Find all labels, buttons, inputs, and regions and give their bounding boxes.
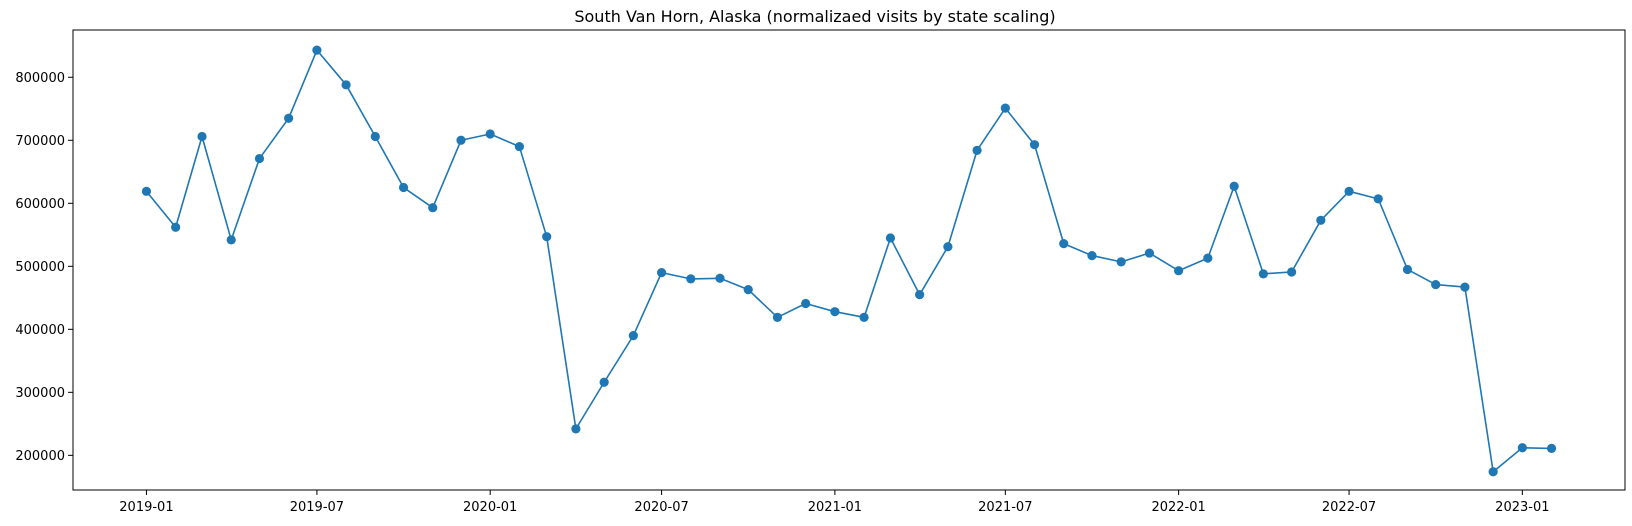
data-point <box>284 113 294 123</box>
y-tick-label: 800000 <box>15 71 65 86</box>
data-point <box>686 274 696 284</box>
y-tick-label: 500000 <box>15 260 65 275</box>
data-point <box>1258 269 1268 279</box>
data-point <box>1029 140 1040 150</box>
y-tick-label: 300000 <box>15 386 65 401</box>
x-tick-label: 2020-01 <box>463 500 517 515</box>
plot-frame <box>72 29 1626 491</box>
series-layer <box>141 45 1557 477</box>
data-point <box>341 80 351 90</box>
data-point <box>226 235 236 245</box>
data-point <box>1203 253 1213 263</box>
data-point <box>1431 279 1441 290</box>
data-point <box>571 424 581 434</box>
y-tick-label: 400000 <box>15 323 65 338</box>
x-tick-label: 2021-01 <box>808 500 862 515</box>
data-point <box>1460 282 1470 292</box>
series-line <box>145 49 1552 473</box>
x-tick-label: 2023-01 <box>1495 500 1549 515</box>
data-point <box>254 153 265 164</box>
y-tick-label: 700000 <box>15 134 65 149</box>
data-point <box>1517 443 1527 453</box>
data-point <box>859 312 869 322</box>
data-point <box>1488 467 1498 477</box>
chart-title: South Van Horn, Alaska (normalizaed visi… <box>574 7 1055 26</box>
x-tick-label: 2022-07 <box>1322 500 1376 515</box>
data-point <box>656 268 667 278</box>
y-tick-label: 600000 <box>15 197 65 212</box>
data-point <box>1174 266 1184 276</box>
data-point <box>370 131 380 142</box>
data-point <box>830 307 840 317</box>
data-point <box>1546 443 1557 454</box>
data-point <box>312 45 322 55</box>
data-point <box>197 131 207 142</box>
data-point <box>398 182 409 193</box>
x-tick-label: 2022-01 <box>1151 500 1205 515</box>
data-point <box>542 232 552 242</box>
data-point <box>1402 264 1413 275</box>
data-point <box>801 298 811 309</box>
data-point <box>1373 194 1383 204</box>
y-tick-label: 200000 <box>15 449 65 464</box>
data-point <box>628 331 638 341</box>
data-point <box>1116 257 1126 267</box>
data-point <box>1316 215 1326 225</box>
data-point <box>715 273 725 283</box>
x-tick-label: 2019-01 <box>119 500 173 515</box>
data-point <box>885 233 896 243</box>
data-point <box>972 145 982 155</box>
data-point <box>772 312 783 322</box>
data-point <box>1087 250 1097 261</box>
data-point <box>915 290 925 300</box>
data-point <box>141 186 152 196</box>
data-point <box>428 203 438 213</box>
data-point <box>943 242 953 252</box>
data-point <box>514 141 524 152</box>
data-point <box>1000 103 1010 113</box>
data-point <box>1344 186 1354 196</box>
data-point <box>456 135 466 145</box>
data-point <box>171 222 181 232</box>
data-point <box>1144 248 1155 258</box>
data-point <box>599 377 609 387</box>
x-tick-label: 2019-07 <box>290 500 344 515</box>
x-tick-label: 2021-07 <box>978 500 1032 515</box>
data-point <box>1059 239 1069 249</box>
data-point <box>1287 267 1297 277</box>
data-point <box>743 285 753 295</box>
axes: 200000 300000 400000 500000 600000 700000 8000… <box>15 71 1549 515</box>
data-point <box>485 129 495 139</box>
x-tick-label: 2020-07 <box>634 500 688 515</box>
data-point <box>1229 181 1239 191</box>
